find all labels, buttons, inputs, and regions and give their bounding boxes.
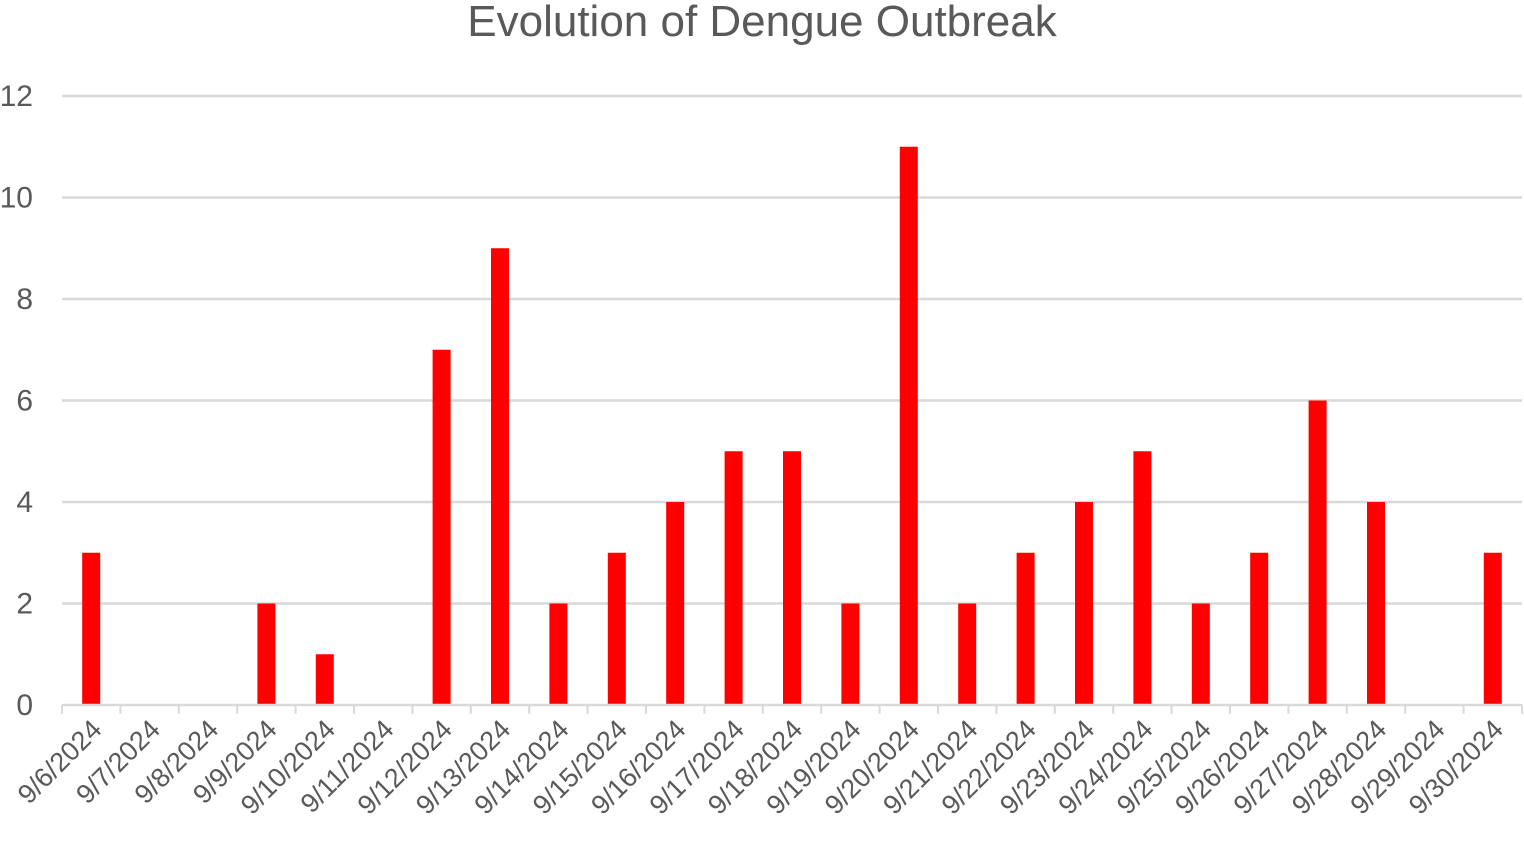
gridlines: [62, 94, 1522, 605]
bar: [82, 552, 101, 705]
bar: [724, 451, 743, 705]
bars: [82, 146, 1502, 705]
bar: [1308, 400, 1327, 705]
bar: [432, 349, 451, 705]
bar: [257, 603, 276, 705]
bar: [841, 603, 860, 705]
bar: [607, 552, 626, 705]
x-tick-labels: 9/6/20249/7/20249/8/20249/9/20249/10/202…: [12, 714, 1509, 820]
bar: [491, 248, 509, 705]
bar: [1075, 502, 1093, 705]
chart-title: Evolution of Dengue Outbreak: [467, 0, 1057, 46]
x-ticks: [61, 705, 1523, 714]
y-tick-label: 12: [0, 80, 33, 113]
bar: [899, 146, 918, 705]
bar: [1133, 451, 1152, 705]
y-tick-label: 4: [16, 486, 33, 519]
bar: [666, 502, 685, 705]
y-tick-label: 6: [16, 385, 33, 418]
bar: [1250, 552, 1269, 705]
bar: [315, 654, 334, 705]
y-tick-labels: 0 2 4 6 8 10 12: [0, 80, 33, 722]
bar: [1016, 552, 1035, 705]
bar: [1191, 603, 1210, 705]
bar: [549, 603, 568, 705]
y-tick-label: 0: [16, 689, 33, 722]
bar: [783, 451, 801, 705]
y-tick-label: 2: [16, 588, 33, 621]
y-tick-label: 10: [0, 182, 33, 215]
bar: [958, 603, 977, 705]
bar: [1367, 502, 1385, 705]
y-tick-label: 8: [16, 283, 33, 316]
bar: [1483, 552, 1502, 705]
